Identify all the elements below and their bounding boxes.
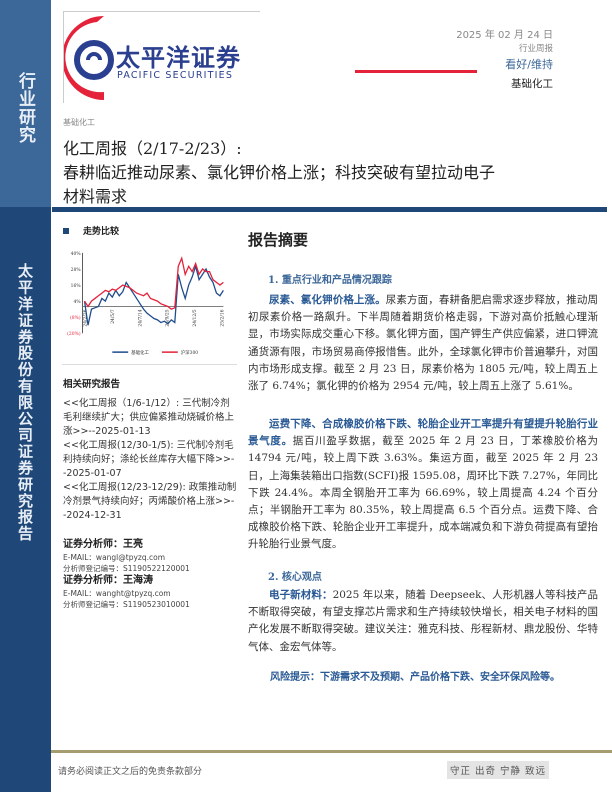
industry-label: 基础化工: [511, 78, 553, 90]
sidebar-bottom-band: 太平洋证券股份有限公司证券研究报告: [0, 207, 51, 792]
paragraph-fertilizer: 尿素、氯化钾价格上涨。尿素方面，春耕备肥启需求逐步释放，推动周初尿素价格一路飙升…: [248, 292, 598, 395]
page-title: 化工周报（2/17-2/23）: 春耕临近推动尿素、氯化钾价格上涨；科技突破有望…: [63, 137, 503, 209]
paragraph-lead: 电子新材料：: [269, 589, 333, 601]
series-line-0: [83, 264, 224, 326]
title-divider: [52, 207, 607, 212]
sidebar-label-research: 行业研究: [15, 72, 35, 144]
analyst-email[interactable]: E-MAIL：wangl@tpyzq.com: [63, 553, 166, 562]
report-type: 行业周报: [518, 44, 553, 54]
rating-divider: [355, 70, 477, 73]
logo-text-en: PACIFIC SECURITIES: [117, 70, 234, 81]
analyst-name: 证券分析师：王亮: [63, 539, 143, 550]
sidebar-top-band: 行业研究: [0, 0, 51, 207]
footer-divider: [51, 750, 612, 753]
x-tick-label: 24/7/14: [137, 309, 143, 326]
footer-disclaimer: 请务必阅读正文之后的免责条款部分: [58, 767, 203, 777]
trend-heading-text: 走势比较: [83, 227, 120, 237]
y-tick-label: 40%: [71, 251, 81, 257]
related-report-item[interactable]: <<化工周报(12/30-1/5): 三代制冷剂毛利持续向好；涤纶长丝库存大幅下…: [63, 440, 235, 479]
y-tick-label: (8%): [70, 314, 81, 321]
paragraph-body: 2025 年以来，随着 Deepseek、人形机器人等科技产品不断取得突破，有望…: [248, 589, 598, 653]
x-tick-label: 25/2/16: [219, 309, 225, 326]
footer-motto: 守正 出奇 宁静 致远: [447, 761, 550, 779]
related-reports-heading: 相关研究报告: [63, 379, 121, 390]
square-bullet-icon: [63, 228, 69, 234]
sidebar-company-label: 太平洋证券股份有限公司证券研究报告: [16, 263, 34, 542]
series-line-1: [83, 256, 224, 310]
title-line-1: 化工周报（2/17-2/23）:: [63, 139, 242, 158]
x-tick-label: 24/5/7: [110, 309, 116, 324]
paragraph-lead: 尿素、氯化钾价格上涨。: [269, 294, 386, 306]
y-tick-label: 16%: [71, 283, 81, 289]
analyst-reg: 分析师登记编号：S1190523010001: [63, 600, 190, 609]
related-report-item[interactable]: <<化工周报(12/23-12/29): 政策推动制冷剂景气持续向好；丙烯酸价格…: [63, 482, 237, 521]
logo-mark-icon: [64, 16, 114, 100]
paragraph-lead: 运费下降、合成橡胶价格下跌、轮胎企业开工率提升有望提升轮胎行业景气度。: [248, 418, 598, 448]
related-report-item[interactable]: <<化工周报（1/6-1/12）: 三代制冷剂毛利继续扩大；供应偏紧推动烧碱价格…: [63, 398, 235, 437]
trend-heading: 走势比较: [63, 224, 119, 237]
category-label: 基础化工: [63, 118, 95, 127]
paragraph-body: 尿素方面，春耕备肥启需求逐步释放，推动周初尿素价格一路飙升。下半周随着期货价格走…: [248, 294, 599, 393]
y-tick-label: (20%): [67, 330, 81, 337]
risk-warning: 风险提示：下游需求不及预期、产品价格下跌、安全环保风险等。: [270, 672, 560, 683]
logo-text-cn: 太平洋证券: [116, 44, 241, 72]
related-reports-list: <<化工周报（1/6-1/12）: 三代制冷剂毛利继续扩大；供应偏紧推动烧碱价格…: [63, 397, 238, 523]
y-tick-label: 4%: [73, 299, 80, 305]
paragraph-tire: 运费下降、合成橡胶价格下跌、轮胎企业开工率提升有望提升轮胎行业景气度。据百川盈孚…: [248, 416, 598, 554]
paragraph-body: 据百川盈孚数据，截至 2025 年 2 月 23 日，丁苯橡胶价格为 14794…: [248, 435, 598, 551]
analysts: 证券分析师：王亮 E-MAIL：wangl@tpyzq.com 分析师登记编号：…: [63, 538, 243, 610]
trend-chart: 40% 28% 16% 4% (8%) (20%)24/2/26 24/5/7 24/7/14…: [62, 251, 237, 365]
analyst-email[interactable]: E-MAIL：wanght@tpyzq.com: [63, 589, 171, 598]
legend-label: 基础化工: [131, 349, 149, 356]
rating: 看好/维持: [505, 58, 553, 71]
section-1-heading: 1. 重点行业和产品情况跟踪: [268, 275, 392, 286]
x-tick-label: 24/9/25: [165, 309, 171, 326]
analyst-name: 证券分析师：王海涛: [63, 575, 153, 586]
x-tick-label: 24/12/5: [192, 309, 198, 326]
summary-heading: 报告摘要: [248, 231, 309, 249]
title-line-2: 春耕临近推动尿素、氯化钾价格上涨；科技突破有望拉动电子材料需求: [63, 163, 496, 206]
analyst-reg: 分析师登记编号：S1190522120001: [63, 564, 190, 573]
legend-label: 沪深300: [181, 349, 199, 356]
section-2-heading: 2. 核心观点: [268, 572, 322, 583]
paragraph-electronic: 电子新材料：2025 年以来，随着 Deepseek、人形机器人等科技产品不断取…: [248, 587, 598, 656]
report-date: 2025 年 02 月 24 日: [456, 30, 553, 41]
y-tick-label: 28%: [71, 267, 81, 273]
x-tick-label: 24/2/26: [83, 309, 89, 326]
